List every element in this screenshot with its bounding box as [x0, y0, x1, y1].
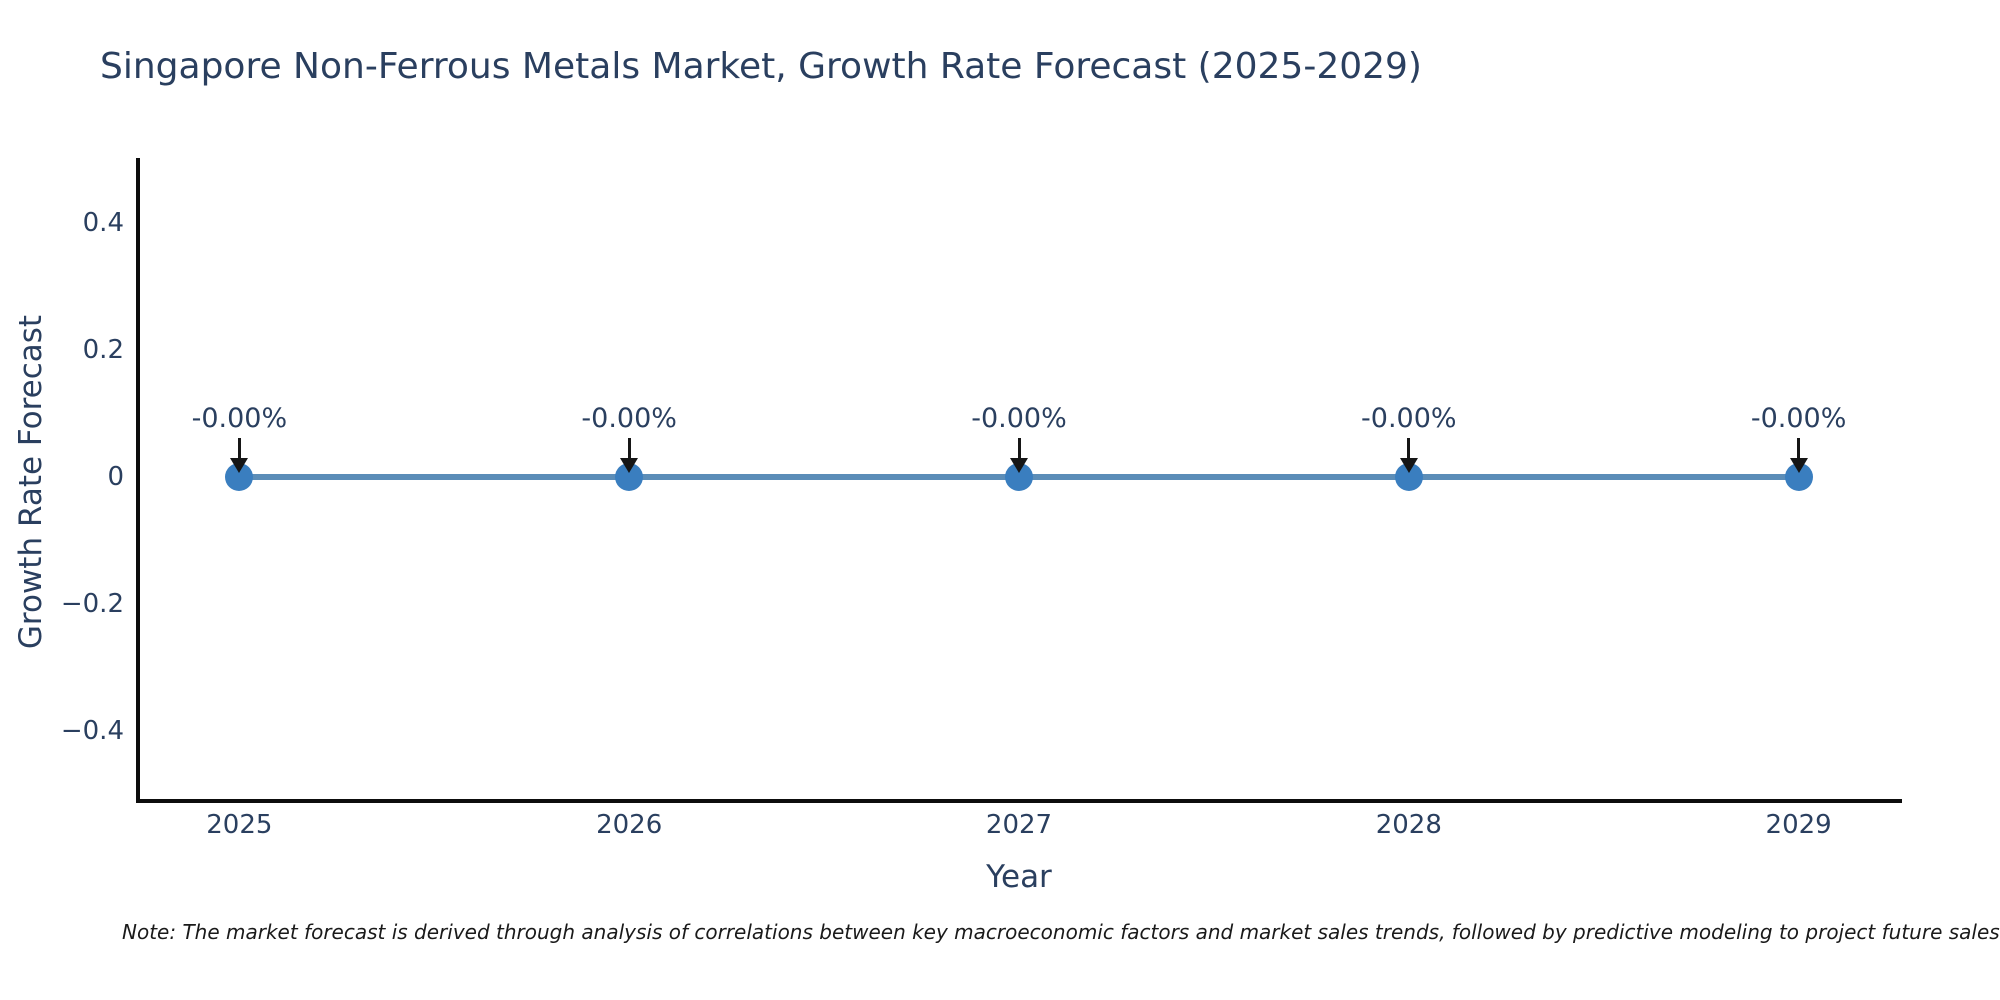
annotation-arrow-shaft — [1407, 438, 1411, 459]
annotation-label: -0.00% — [191, 403, 288, 434]
y-tick-label: 0 — [107, 462, 124, 493]
annotation-arrowhead-icon — [1789, 458, 1808, 473]
annotation-arrowhead-icon — [1010, 458, 1028, 473]
y-tick-label: −0.2 — [60, 589, 124, 620]
annotation-label: -0.00% — [971, 403, 1067, 434]
x-tick-label: 2026 — [596, 810, 663, 840]
annotation-arrow-shaft — [1797, 438, 1801, 459]
annotation-arrowhead-icon — [620, 458, 639, 473]
chart-title: Singapore Non-Ferrous Metals Market, Gro… — [100, 46, 1422, 87]
x-tick-label: 2025 — [206, 810, 273, 840]
annotation-arrow-shaft — [627, 438, 631, 459]
y-tick-label: 0.4 — [82, 208, 124, 239]
annotation-label: -0.00% — [581, 403, 677, 434]
annotation-arrowhead-icon — [230, 458, 249, 473]
y-tick-label: −0.4 — [60, 716, 124, 747]
annotation-arrowhead-icon — [1399, 458, 1418, 473]
x-axis-title: Year — [986, 859, 1052, 895]
x-axis-line — [136, 799, 1902, 803]
y-axis-line — [136, 158, 140, 803]
y-tick-label: 0.2 — [82, 335, 124, 366]
annotation-label: -0.00% — [1750, 403, 1847, 434]
footnote: Note: The market forecast is derived thr… — [122, 920, 2000, 944]
annotation-arrow-shaft — [237, 438, 241, 459]
annotation-arrow-shaft — [1017, 438, 1021, 459]
x-tick-label: 2027 — [985, 810, 1053, 840]
annotation-label: -0.00% — [1361, 403, 1457, 434]
x-tick-label: 2029 — [1765, 810, 1832, 840]
x-tick-label: 2028 — [1375, 810, 1442, 840]
